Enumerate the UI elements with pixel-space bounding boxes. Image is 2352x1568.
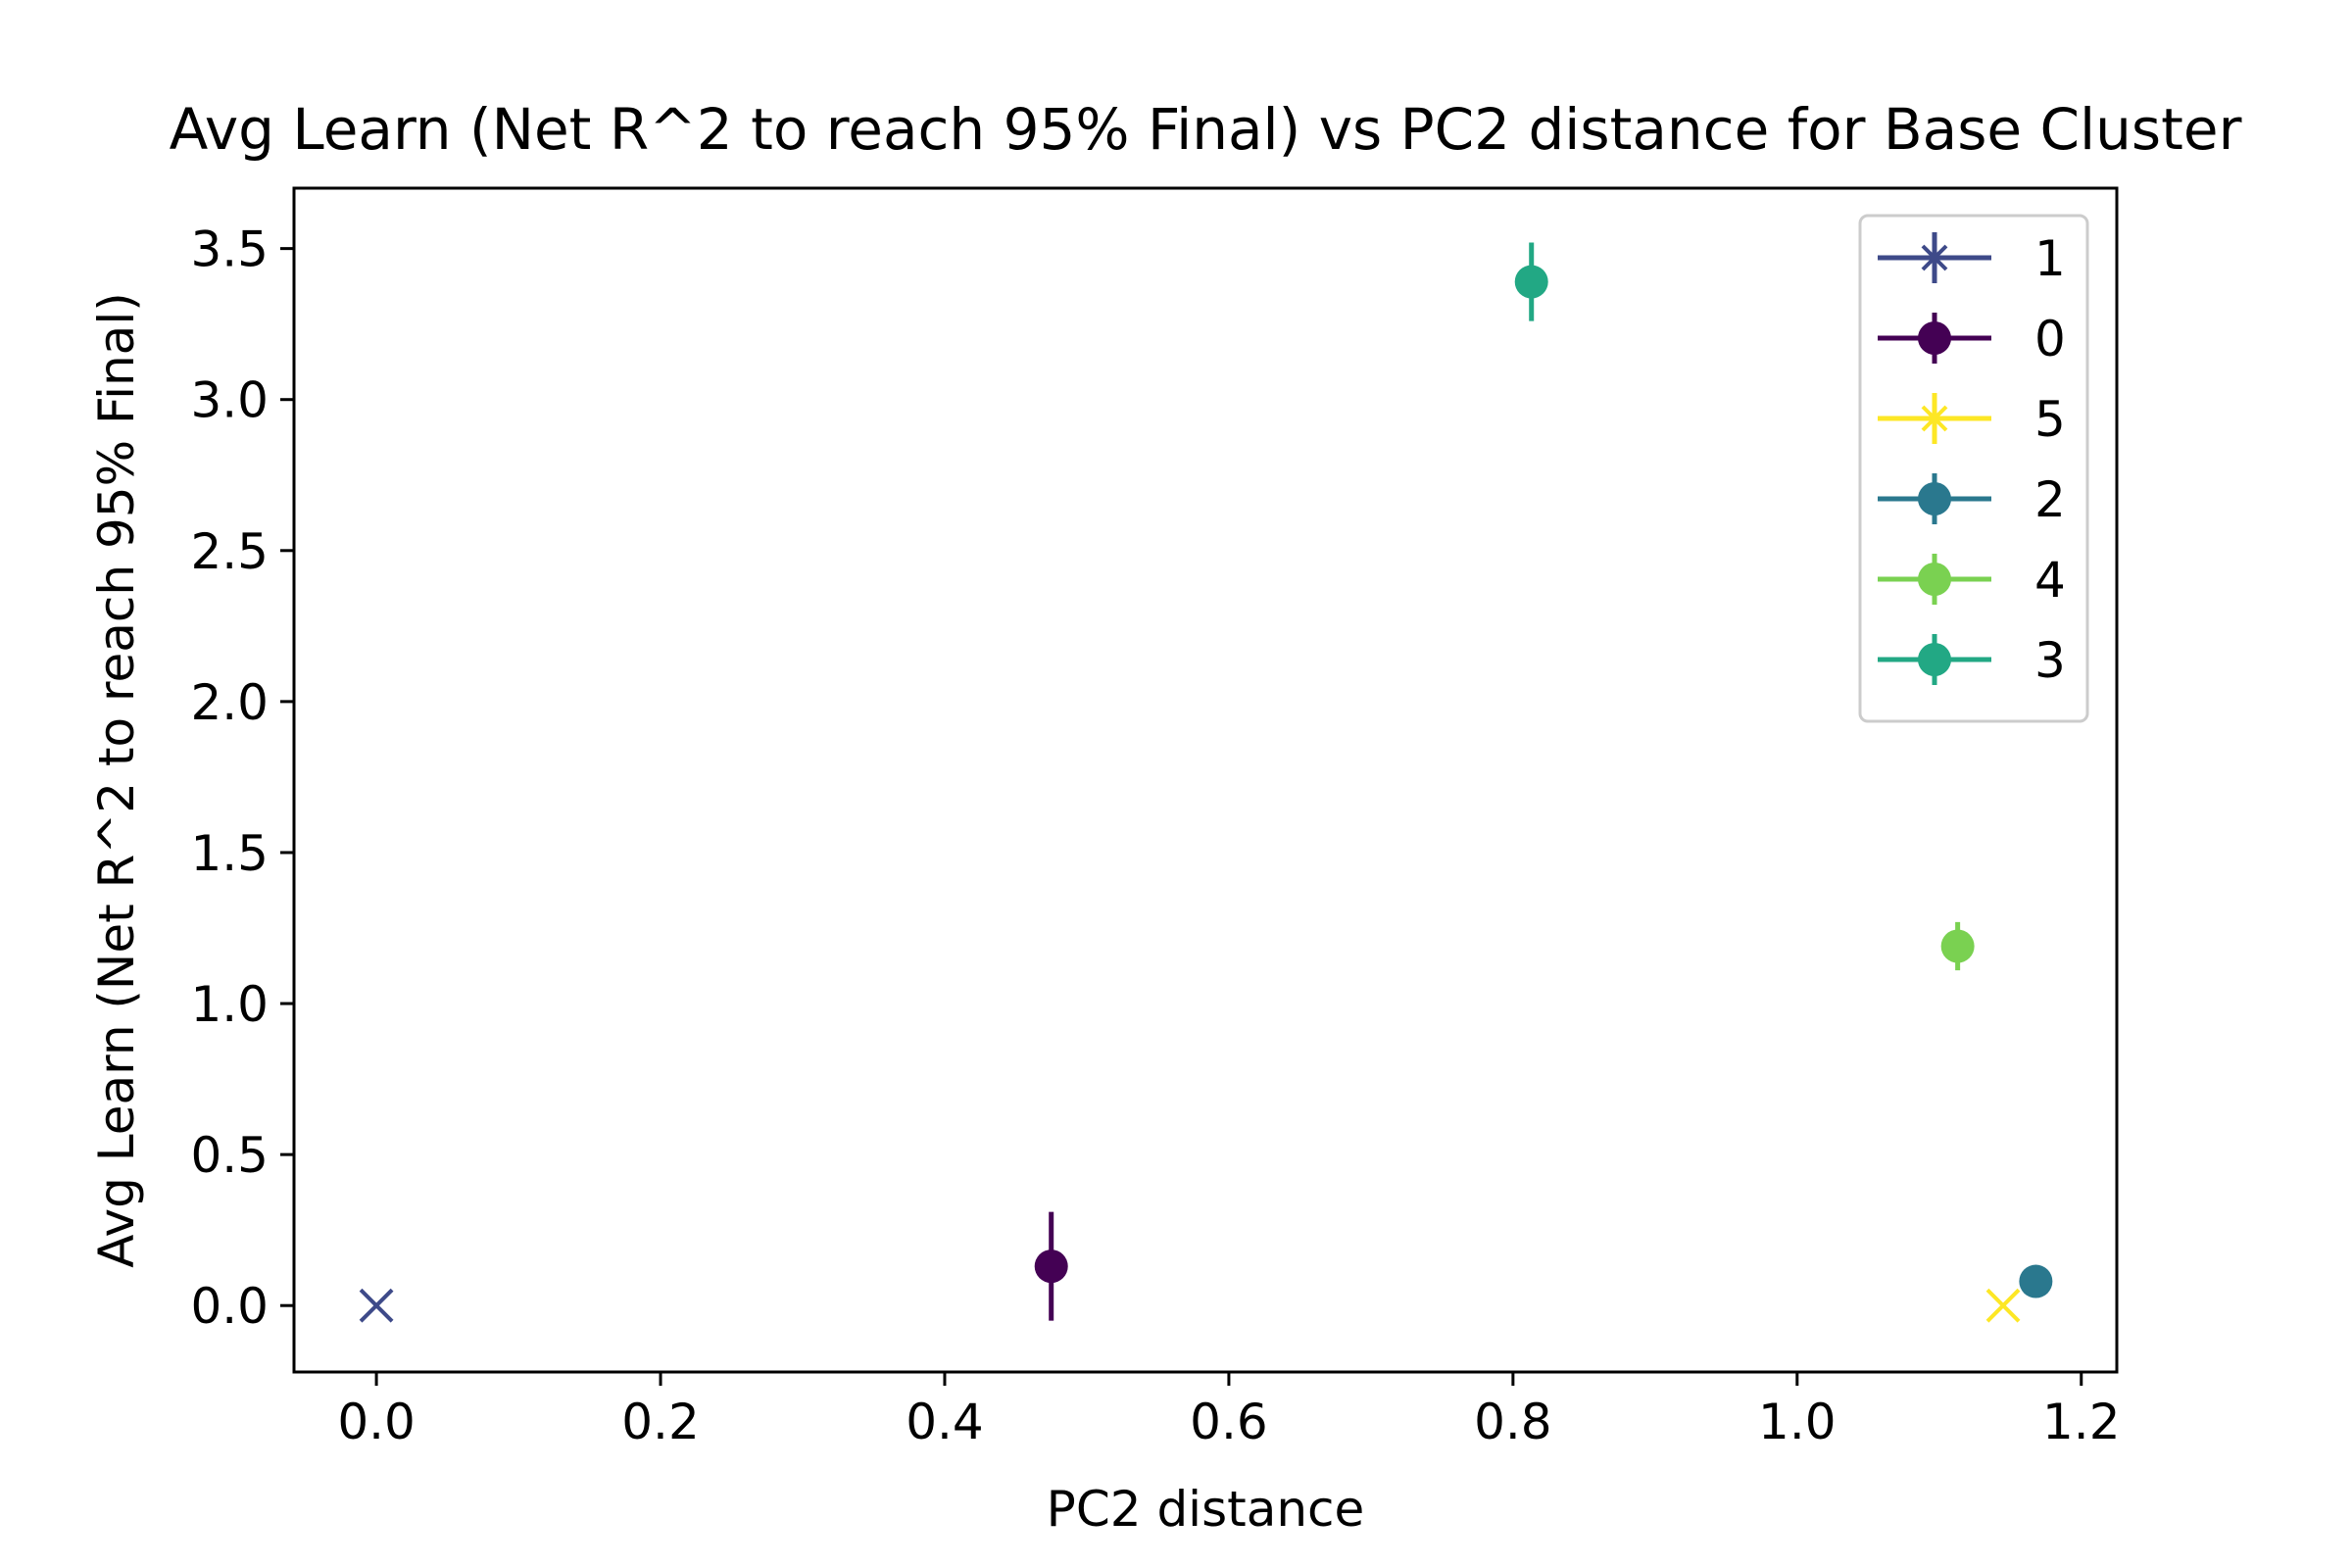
y-tick-label: 2.0: [190, 674, 269, 731]
legend-item-5: 5: [1878, 391, 2066, 448]
x-tick-label: 1.2: [2042, 1394, 2121, 1450]
legend-marker: [1918, 402, 1951, 435]
x-tick-label: 0.6: [1190, 1394, 1268, 1450]
legend-label: 4: [2034, 552, 2066, 609]
legend-marker: [1918, 643, 1951, 676]
series-0-marker: [1034, 1250, 1068, 1284]
legend-item-4: 4: [1878, 552, 2066, 609]
legend-box: [1858, 214, 2089, 723]
data-series-group: [359, 242, 2053, 1323]
y-tick-label: 0.0: [190, 1278, 269, 1335]
series-1-marker: [359, 1288, 394, 1323]
plot-area: [292, 186, 2119, 1374]
x-tick-label: 0.0: [337, 1394, 416, 1450]
y-tick-label: 2.5: [190, 523, 269, 580]
series-5-marker: [1985, 1288, 2021, 1323]
x-axis: 0.0 0.2 0.4 0.6 0.8 1.0 1.2: [337, 1372, 2121, 1450]
series-2-point: [2019, 1264, 2053, 1298]
y-tick-label: 1.5: [190, 825, 269, 882]
x-tick-label: 0.4: [906, 1394, 984, 1450]
x-tick-label: 0.2: [621, 1394, 700, 1450]
legend-marker: [1918, 241, 1951, 274]
series-5-point: [1985, 1288, 2021, 1323]
legend-item-1: 1: [1878, 230, 2066, 287]
legend-item-0: 0: [1878, 311, 2066, 368]
series-0-point: [1034, 1211, 1068, 1321]
legend-marker: [1918, 563, 1951, 596]
y-axis: 0.0 0.5 1.0 1.5 2.0 2.5 3.0 3.5: [190, 221, 294, 1335]
series-2-marker: [2019, 1264, 2053, 1298]
legend-label: 1: [2034, 230, 2066, 287]
legend: 1 0 5 2 4 3: [1858, 214, 2089, 723]
y-axis-label: Avg Learn (Net R^2 to reach 95% Final): [88, 292, 145, 1267]
y-tick-label: 1.0: [190, 976, 269, 1033]
y-tick-label: 3.5: [190, 221, 269, 278]
y-tick-label: 0.5: [190, 1127, 269, 1184]
y-tick-label: 3.0: [190, 372, 269, 429]
legend-label: 5: [2034, 391, 2066, 448]
legend-marker: [1918, 482, 1951, 515]
series-4-marker: [1940, 929, 1975, 963]
x-tick-label: 0.8: [1474, 1394, 1552, 1450]
series-4-point: [1940, 921, 1975, 971]
x-axis-label: PC2 distance: [1047, 1481, 1365, 1538]
series-1-point: [359, 1288, 394, 1323]
legend-item-3: 3: [1878, 632, 2066, 689]
legend-marker: [1918, 321, 1951, 355]
legend-label: 0: [2034, 311, 2066, 368]
series-3-point: [1514, 242, 1548, 321]
chart-title: Avg Learn (Net R^2 to reach 95% Final) v…: [170, 96, 2242, 163]
series-3-marker: [1514, 265, 1548, 299]
x-tick-label: 1.0: [1758, 1394, 1837, 1450]
legend-label: 3: [2034, 632, 2066, 689]
legend-label: 2: [2034, 471, 2066, 528]
legend-item-2: 2: [1878, 471, 2066, 528]
